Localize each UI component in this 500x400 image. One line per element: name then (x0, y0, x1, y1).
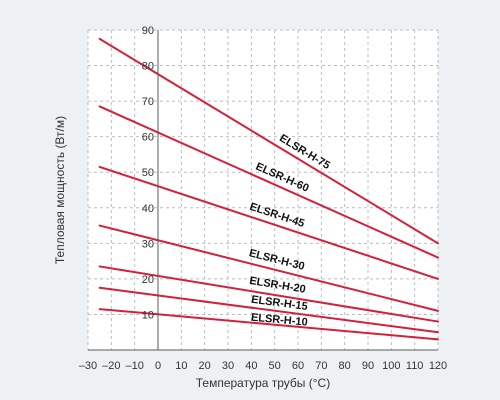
x-tick-label: 70 (315, 360, 327, 372)
y-tick-label: 20 (142, 274, 154, 286)
x-tick-label: –10 (125, 360, 143, 372)
x-tick-label: 80 (339, 360, 351, 372)
x-tick-label: –20 (102, 360, 120, 372)
x-tick-label: 10 (175, 360, 187, 372)
x-tick-label: 90 (362, 360, 374, 372)
axes (88, 30, 438, 351)
series-line-elsr-h-30 (98, 224, 439, 312)
x-tick-label: 50 (269, 360, 281, 372)
y-tick-label: 10 (142, 309, 154, 321)
y-tick-label: 70 (142, 96, 154, 108)
x-tick-label: 20 (199, 360, 211, 372)
y-tick-labels: 10 20 30 40 50 60 70 80 90 (142, 25, 154, 321)
y-tick-label: 40 (142, 203, 154, 215)
x-tick-label: 60 (292, 360, 304, 372)
y-tick-label: 80 (142, 61, 154, 73)
y-tick-label: 90 (142, 25, 154, 37)
x-tick-labels: –30 –20 –10 0 10 20 30 40 50 60 70 80 90 100 110 120 (79, 360, 447, 372)
series-line-elsr-h-75 (98, 37, 439, 245)
x-tick-label: 120 (429, 360, 447, 372)
series-lines (98, 37, 439, 341)
x-tick-label: 0 (155, 360, 161, 372)
y-tick-label: 60 (142, 132, 154, 144)
series-line-elsr-h-10 (98, 308, 439, 341)
x-tick-label: –30 (79, 360, 97, 372)
x-tick-label: 110 (406, 360, 424, 372)
x-tick-label: 40 (245, 360, 257, 372)
series-line-elsr-h-15 (98, 286, 439, 334)
y-tick-label: 50 (142, 167, 154, 179)
series-line-elsr-h-45 (98, 165, 439, 280)
x-tick-label: 100 (382, 360, 400, 372)
y-tick-label: 30 (142, 238, 154, 250)
series-line-elsr-h-60 (98, 105, 439, 259)
series-label-elsr-h-10: ELSR-H-10 (250, 312, 308, 329)
x-axis-title: Температура трубы (°С) (196, 376, 330, 390)
x-tick-label: 30 (222, 360, 234, 372)
y-axis-title: Тепловая мощность (Вт/м) (53, 116, 67, 264)
series-line-elsr-h-20 (98, 265, 439, 323)
